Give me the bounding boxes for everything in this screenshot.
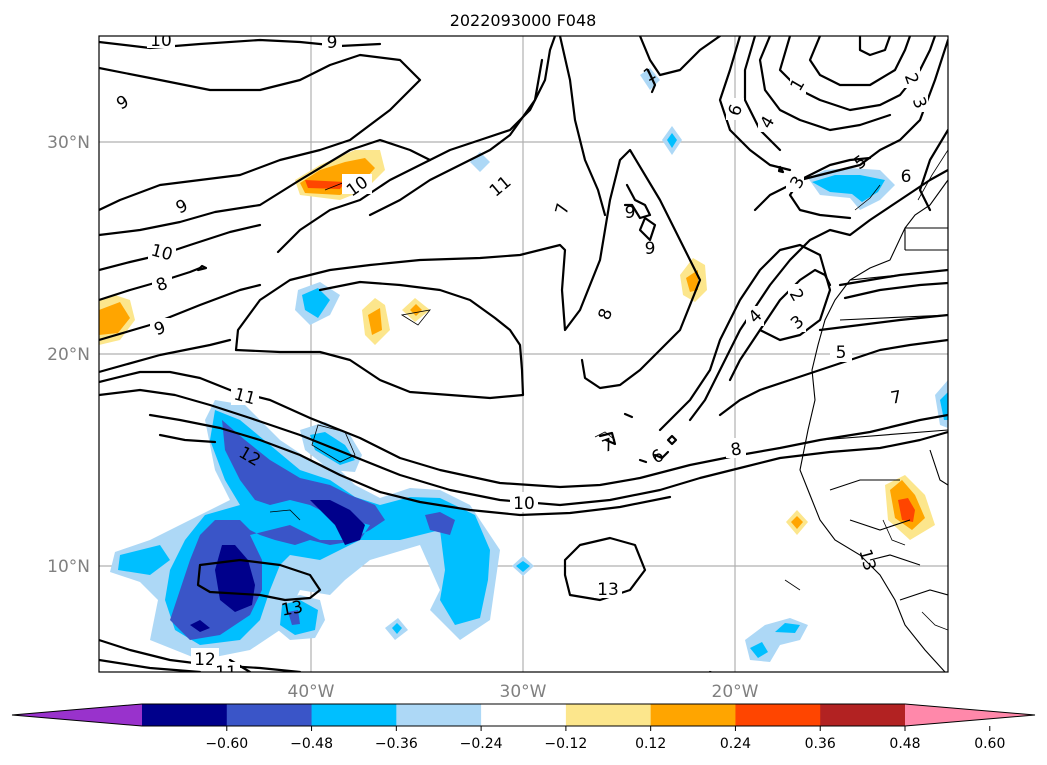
contour-lines: [99, 36, 948, 672]
colorbar-tick-label: 0.48: [889, 736, 920, 752]
colorbar-segment: [820, 704, 906, 726]
colorbar-segment: [565, 704, 652, 726]
contour-label: 7: [552, 201, 574, 217]
contour-label: 13: [597, 580, 619, 600]
negative-shading: [110, 68, 948, 662]
colorbar-tick-label: 0.60: [974, 736, 1005, 752]
lat-label: 10°N: [47, 557, 90, 577]
colorbar-tick-label: −0.12: [544, 736, 587, 752]
contour-label: 13: [280, 597, 305, 620]
colorbar-segment: [142, 704, 228, 726]
colorbar-tick-label: 0.36: [805, 736, 836, 752]
colorbar-extend-high: [905, 704, 1035, 726]
colorbar-tick-label: −0.48: [290, 736, 333, 752]
colorbar-segment: [226, 704, 313, 726]
colorbar-segment: [481, 704, 567, 726]
colorbar: −0.60 −0.48 −0.36 −0.24 −0.12 0.12 0.24 0.36 0.4…: [11, 703, 1036, 752]
lat-label: 30°N: [47, 133, 90, 153]
colorbar-tick-label: 0.24: [720, 736, 751, 752]
longitude-labels: 40°W 30°W 20°W: [288, 682, 759, 702]
contour-label: 7: [889, 387, 903, 409]
colorbar-tick-label: −0.60: [205, 736, 248, 752]
map-panel: 10 9 9 9 10 8 9 10 11 7 9 9 8 6 4: [99, 31, 948, 683]
contour-label: 8: [729, 439, 743, 461]
lat-label: 20°N: [47, 345, 90, 365]
colorbar-tick-label: 0.12: [635, 736, 666, 752]
map-title: 2022093000 F048: [450, 11, 597, 30]
colorbar-tick-label: −0.24: [460, 736, 503, 752]
contour-label: 9: [625, 203, 636, 223]
lon-label: 40°W: [288, 682, 335, 702]
colorbar-segment: [396, 704, 482, 726]
map-frame: [98, 35, 949, 673]
contour-label: 10: [150, 31, 172, 51]
colorbar-tick-label: −0.36: [375, 736, 418, 752]
lon-label: 30°W: [500, 682, 547, 702]
contour-label: 5: [836, 343, 847, 363]
contour-label: 9: [327, 33, 338, 53]
contour-label: 6: [901, 167, 912, 187]
lon-label: 20°W: [712, 682, 759, 702]
contour-label: 9: [645, 239, 656, 259]
latitude-labels: 30°N 20°N 10°N: [47, 133, 90, 577]
contour-label: 12: [194, 650, 216, 670]
colorbar-outline: [11, 703, 1036, 727]
colorbar-segment: [650, 704, 736, 726]
colorbar-segment: [311, 704, 397, 726]
contour-label: 10: [513, 494, 535, 514]
colorbar-extend-low: [12, 704, 142, 726]
contour-label: 11: [215, 663, 237, 683]
colorbar-segment: [735, 704, 821, 726]
